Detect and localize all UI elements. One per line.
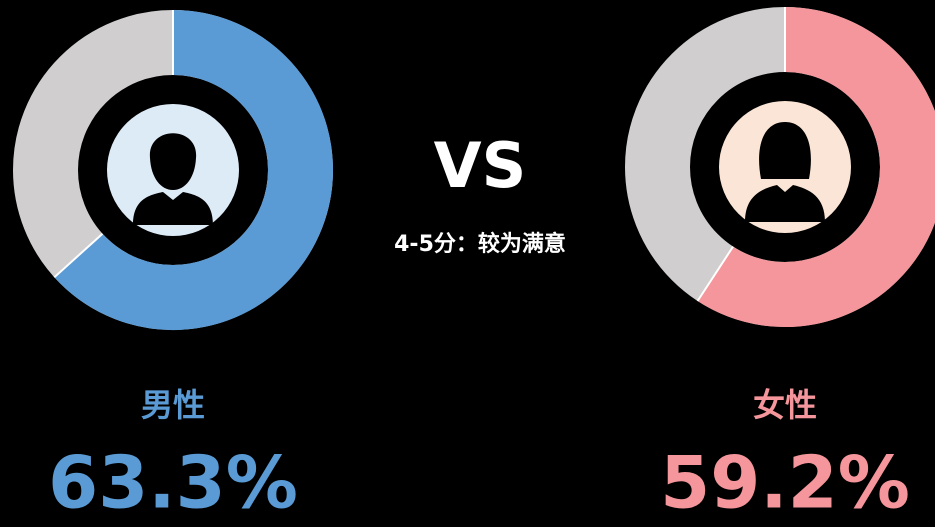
donut-arc — [54, 10, 333, 330]
separator — [696, 246, 734, 302]
chart-title: 男性 — [141, 386, 205, 424]
male-icon — [133, 133, 213, 225]
value-label: 59.2% — [660, 441, 910, 525]
donut-arc — [697, 7, 935, 327]
charts: 男性 63.3% 女性 59.2% — [13, 7, 935, 525]
value-label: 63.3% — [48, 441, 298, 525]
vs-subtitle: 4-5分：较为满意 — [394, 231, 566, 257]
chart-title: 女性 — [753, 386, 817, 424]
female-icon — [745, 122, 825, 222]
vs-title: VS — [434, 129, 527, 202]
separator — [53, 232, 104, 279]
